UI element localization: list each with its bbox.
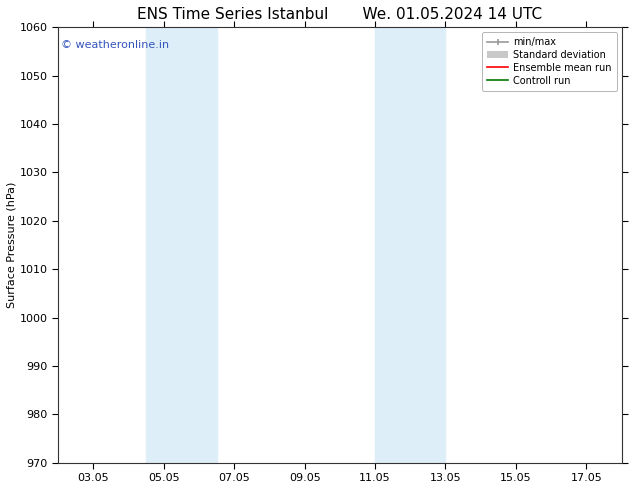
Bar [146,27,217,463]
Legend: min/max, Standard deviation, Ensemble mean run, Controll run: min/max, Standard deviation, Ensemble me… [482,32,617,91]
Y-axis label: Surface Pressure (hPa): Surface Pressure (hPa) [7,182,17,308]
Text: © weatheronline.in: © weatheronline.in [61,40,169,50]
Bar [375,27,446,463]
Title: ENS Time Series Istanbul       We. 01.05.2024 14 UTC: ENS Time Series Istanbul We. 01.05.2024 … [138,7,543,22]
